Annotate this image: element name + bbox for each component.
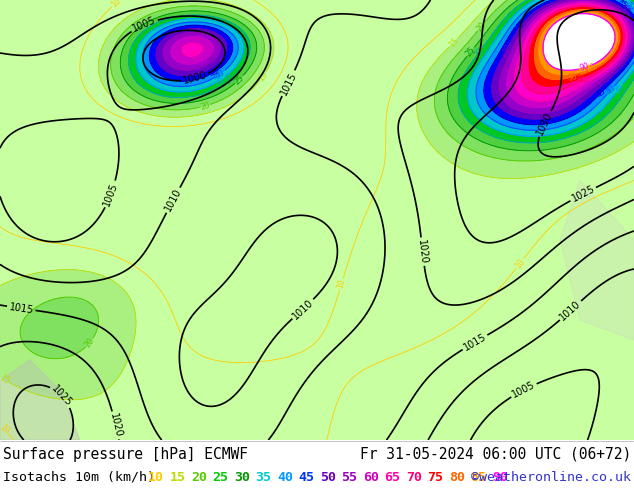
Text: 1015: 1015 bbox=[8, 302, 34, 315]
Text: 40: 40 bbox=[623, 0, 634, 12]
Text: 55: 55 bbox=[503, 48, 516, 61]
Text: 1005: 1005 bbox=[102, 181, 120, 208]
Text: 10: 10 bbox=[336, 278, 347, 290]
Text: 30: 30 bbox=[473, 46, 486, 59]
Text: 25: 25 bbox=[233, 73, 246, 86]
Text: 90: 90 bbox=[579, 62, 590, 74]
Text: 60: 60 bbox=[363, 470, 379, 484]
Text: 85: 85 bbox=[585, 62, 598, 74]
Text: ©weatheronline.co.uk: ©weatheronline.co.uk bbox=[471, 470, 631, 484]
Text: Fr 31-05-2024 06:00 UTC (06+72): Fr 31-05-2024 06:00 UTC (06+72) bbox=[359, 446, 631, 462]
Text: 35: 35 bbox=[256, 470, 271, 484]
Text: 70: 70 bbox=[577, 74, 590, 87]
Text: 1005: 1005 bbox=[510, 380, 537, 400]
Text: 50: 50 bbox=[618, 4, 631, 17]
Text: 75: 75 bbox=[427, 470, 444, 484]
Text: 1030: 1030 bbox=[535, 110, 554, 137]
Text: 15: 15 bbox=[169, 470, 186, 484]
Text: 10: 10 bbox=[148, 470, 164, 484]
Text: 65: 65 bbox=[189, 50, 201, 61]
Text: 45: 45 bbox=[299, 470, 314, 484]
Text: 20: 20 bbox=[83, 336, 96, 349]
Text: 85: 85 bbox=[470, 470, 486, 484]
Text: 40: 40 bbox=[214, 67, 227, 80]
Text: 40: 40 bbox=[277, 470, 293, 484]
Text: 25: 25 bbox=[212, 470, 228, 484]
Text: 60: 60 bbox=[197, 54, 210, 67]
Text: 10: 10 bbox=[0, 423, 11, 436]
Text: 55: 55 bbox=[207, 54, 220, 67]
Text: 1015: 1015 bbox=[278, 70, 299, 97]
Text: 80: 80 bbox=[449, 470, 465, 484]
Text: 35: 35 bbox=[214, 74, 227, 86]
Text: 40: 40 bbox=[604, 83, 618, 97]
Text: 75: 75 bbox=[573, 73, 585, 85]
Text: Surface pressure [hPa] ECMWF: Surface pressure [hPa] ECMWF bbox=[3, 446, 248, 462]
Text: 1025: 1025 bbox=[570, 184, 597, 204]
Text: 90: 90 bbox=[492, 470, 508, 484]
Text: 1010: 1010 bbox=[163, 187, 183, 213]
Text: 20: 20 bbox=[191, 470, 207, 484]
Polygon shape bbox=[0, 360, 80, 440]
Text: 1005: 1005 bbox=[131, 15, 157, 34]
Text: 50: 50 bbox=[320, 470, 336, 484]
Text: 30: 30 bbox=[224, 73, 236, 86]
Text: 65: 65 bbox=[384, 470, 401, 484]
Text: 1000: 1000 bbox=[182, 71, 208, 86]
Text: 15: 15 bbox=[257, 70, 269, 83]
Text: 60: 60 bbox=[583, 79, 596, 92]
Text: 70: 70 bbox=[406, 470, 422, 484]
Text: 1025: 1025 bbox=[49, 384, 74, 408]
Text: 15: 15 bbox=[447, 36, 460, 49]
Text: 10: 10 bbox=[110, 0, 123, 9]
Text: 50: 50 bbox=[205, 61, 219, 74]
Text: 1015: 1015 bbox=[462, 332, 488, 353]
Text: 45: 45 bbox=[207, 66, 221, 78]
Text: 1010: 1010 bbox=[290, 297, 315, 321]
Polygon shape bbox=[560, 180, 634, 340]
Text: 20: 20 bbox=[199, 100, 211, 112]
Text: 1010: 1010 bbox=[558, 298, 583, 322]
Text: Isotachs 10m (km/h): Isotachs 10m (km/h) bbox=[3, 470, 155, 484]
Text: 15: 15 bbox=[0, 373, 11, 386]
Text: 20: 20 bbox=[475, 20, 488, 33]
Text: 1020: 1020 bbox=[417, 239, 429, 265]
Text: 25: 25 bbox=[464, 45, 477, 58]
Text: 45: 45 bbox=[595, 86, 608, 99]
Text: 65: 65 bbox=[573, 81, 585, 94]
Text: 45: 45 bbox=[615, 0, 628, 11]
Text: 55: 55 bbox=[342, 470, 358, 484]
Text: 35: 35 bbox=[613, 82, 626, 95]
Text: 50: 50 bbox=[501, 42, 514, 55]
Text: 1020: 1020 bbox=[108, 412, 124, 439]
Text: 80: 80 bbox=[567, 72, 578, 82]
Text: 30: 30 bbox=[234, 470, 250, 484]
Text: 10: 10 bbox=[514, 257, 527, 270]
